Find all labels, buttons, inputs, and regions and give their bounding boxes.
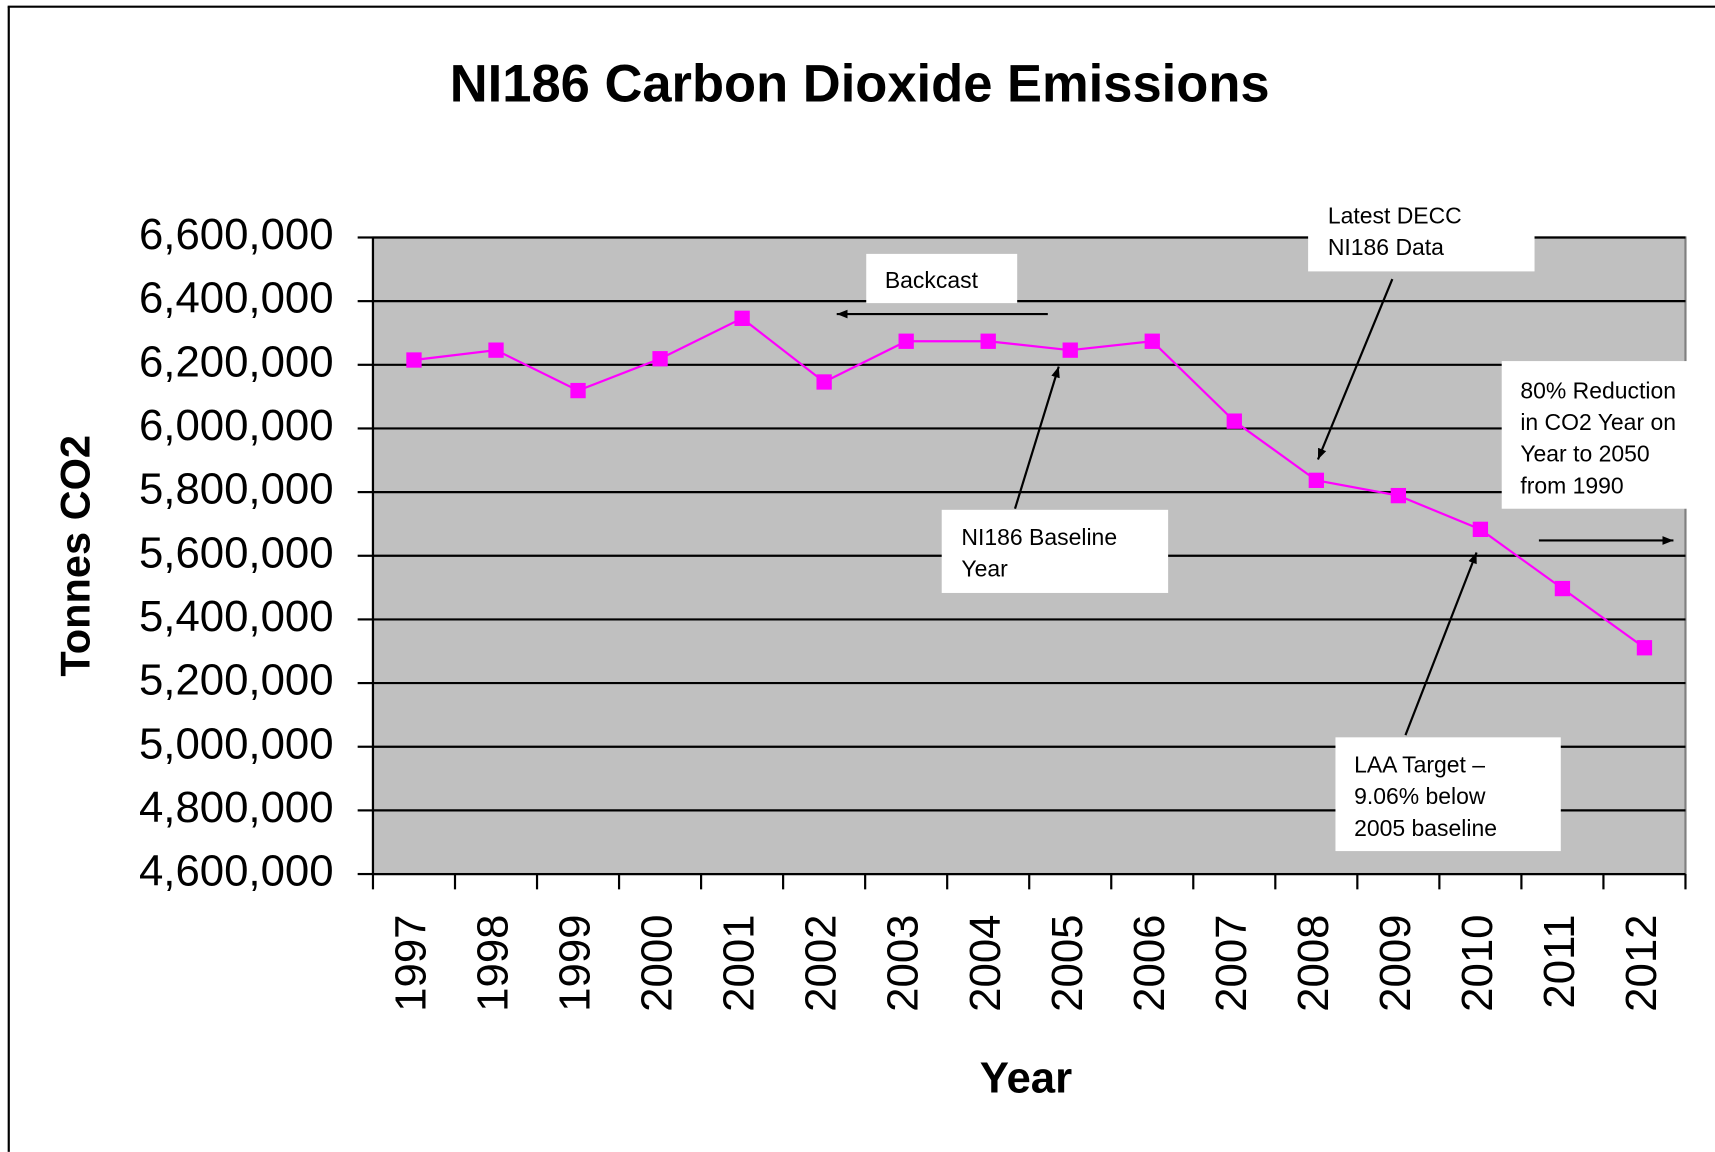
- annotations: Backcast Latest DECC NI186 Data NI186 Basel…: [836, 200, 1715, 852]
- plot-area: 4,600,000 4,800,000 5,000,000 5,200,000 5,40…: [139, 210, 1687, 1012]
- x-tick-label: 2004: [961, 915, 1010, 1012]
- x-tick-label: 2010: [1453, 915, 1502, 1012]
- x-tick-label: 2005: [1043, 915, 1092, 1012]
- x-tick-label: 2001: [715, 915, 764, 1012]
- x-axis-title: Year: [980, 1053, 1072, 1102]
- x-tick-label: 2006: [1125, 915, 1174, 1012]
- x-tick-label: 2007: [1207, 915, 1256, 1012]
- y-axis-title: Tonnes CO2: [52, 435, 99, 677]
- point-marker: [898, 333, 914, 349]
- annotation-text: Backcast: [885, 267, 979, 293]
- annotation-text: 80% Reduction: [1520, 377, 1676, 403]
- point-marker: [1308, 472, 1324, 488]
- x-tick-label: 2012: [1617, 915, 1666, 1012]
- point-marker: [816, 374, 832, 390]
- x-tick-label: 2009: [1371, 915, 1420, 1012]
- y-tick-label: 5,800,000: [139, 465, 334, 514]
- x-tick-label: 2002: [797, 915, 846, 1012]
- annotation-text: 9.06% below: [1354, 783, 1486, 809]
- annotation-text: Latest DECC: [1328, 202, 1462, 228]
- annotation-text: 2005 baseline: [1354, 815, 1497, 841]
- annotation-arrow: [1404, 552, 1478, 736]
- y-tick-label: 5,200,000: [139, 656, 334, 705]
- point-marker: [734, 310, 750, 326]
- chart-title: NI186 Carbon Dioxide Emissions: [450, 55, 1270, 114]
- x-tick-label: 2008: [1289, 915, 1338, 1012]
- x-tick-label: 1997: [387, 915, 436, 1012]
- point-marker: [1636, 640, 1653, 656]
- annotation-text: LAA Target –: [1354, 751, 1485, 777]
- annotation-arrow: [1013, 366, 1060, 510]
- y-tick-label: 6,600,000: [139, 210, 334, 259]
- point-marker: [1062, 342, 1078, 358]
- annotation-box: [1308, 200, 1535, 272]
- point-marker: [1390, 487, 1407, 504]
- y-tick-label: 5,000,000: [139, 719, 334, 768]
- point-marker: [488, 342, 504, 358]
- point-marker: [1144, 333, 1160, 349]
- annotation-box: [866, 253, 1018, 304]
- y-tick-label: 5,400,000: [139, 592, 334, 641]
- annotation-text: Year: [961, 556, 1008, 582]
- x-tick-label: 1998: [469, 915, 518, 1012]
- x-tick-label: 1999: [551, 915, 600, 1012]
- annotation-text: NI186 Data: [1328, 234, 1444, 260]
- point-marker: [652, 351, 668, 367]
- y-tick-label: 4,800,000: [139, 783, 334, 832]
- x-tick-label: 2000: [633, 915, 682, 1012]
- point-marker: [1226, 413, 1242, 429]
- annotation-text: NI186 Baseline: [961, 524, 1117, 550]
- point-marker: [1554, 580, 1571, 597]
- annotation-box: [941, 509, 1169, 593]
- annotation-box: [1501, 361, 1715, 509]
- x-tick-label: 2003: [879, 915, 928, 1012]
- point-marker: [980, 333, 996, 349]
- annotation-text: in CO2 Year on: [1520, 409, 1676, 435]
- y-tick-label: 5,600,000: [139, 528, 334, 577]
- y-tick-label: 6,200,000: [139, 337, 334, 386]
- series-line: [413, 317, 1646, 649]
- annotation-text: from 1990: [1520, 472, 1623, 498]
- annotation-text: Year to 2050: [1520, 441, 1649, 467]
- y-tick-label: 4,600,000: [139, 847, 334, 896]
- annotation-box: [1335, 737, 1561, 852]
- point-marker: [1472, 521, 1489, 538]
- x-tick-label: 2011: [1535, 915, 1584, 1009]
- point-marker: [406, 352, 422, 368]
- point-marker: [570, 382, 586, 399]
- annotation-arrow: [1316, 278, 1394, 460]
- y-tick-label: 6,400,000: [139, 274, 334, 323]
- y-tick-label: 6,000,000: [139, 401, 334, 450]
